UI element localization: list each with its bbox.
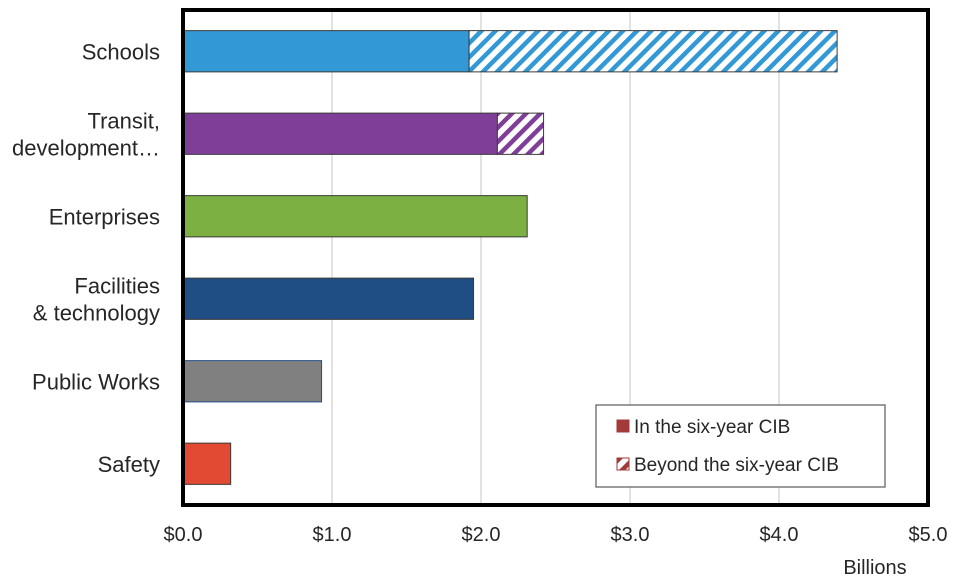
x-tick-label: $5.0: [909, 524, 948, 546]
plot-area-border: [181, 8, 930, 507]
x-axis-title: Billions: [843, 557, 906, 579]
bar-in-cib-5: [182, 442, 232, 485]
category-label: Schools: [82, 39, 160, 64]
x-tick-label: $0.0: [164, 524, 203, 546]
category-label: & technology: [33, 300, 160, 325]
category-label: Enterprises: [49, 204, 160, 229]
bar-beyond-cib-0: [468, 30, 838, 73]
x-tick-label: $2.0: [462, 524, 501, 546]
bar-beyond-cib-1: [496, 112, 545, 155]
legend: In the six-year CIB Beyond the six-year C…: [595, 404, 886, 488]
bar-in-cib-1: [182, 112, 498, 155]
legend-box: [595, 404, 886, 488]
category-label: Facilities: [74, 273, 160, 298]
category-label: Public Works: [32, 369, 160, 394]
bar-in-cib-3: [182, 277, 475, 320]
category-label: development…: [12, 135, 160, 160]
x-tick-label: $3.0: [611, 524, 650, 546]
x-tick-label: $1.0: [313, 524, 352, 546]
legend-swatch-hatched: [616, 457, 630, 471]
category-label: Transit,: [87, 108, 160, 133]
legend-swatch-solid: [616, 419, 630, 433]
x-tick-label: $4.0: [760, 524, 799, 546]
category-label: Safety: [98, 452, 160, 477]
bar-in-cib-2: [182, 195, 528, 238]
legend-label: In the six-year CIB: [634, 417, 790, 438]
bar-in-cib-4: [182, 360, 323, 403]
x-axis-tick-labels: $0.0 $1.0 $2.0 $3.0 $4.0 $5.0: [164, 524, 948, 546]
legend-label: Beyond the six-year CIB: [634, 455, 839, 476]
bar-in-cib-0: [182, 30, 470, 73]
bars: [182, 30, 838, 485]
category-labels: Schools Transit,development… Enterprises Fa…: [12, 39, 160, 477]
